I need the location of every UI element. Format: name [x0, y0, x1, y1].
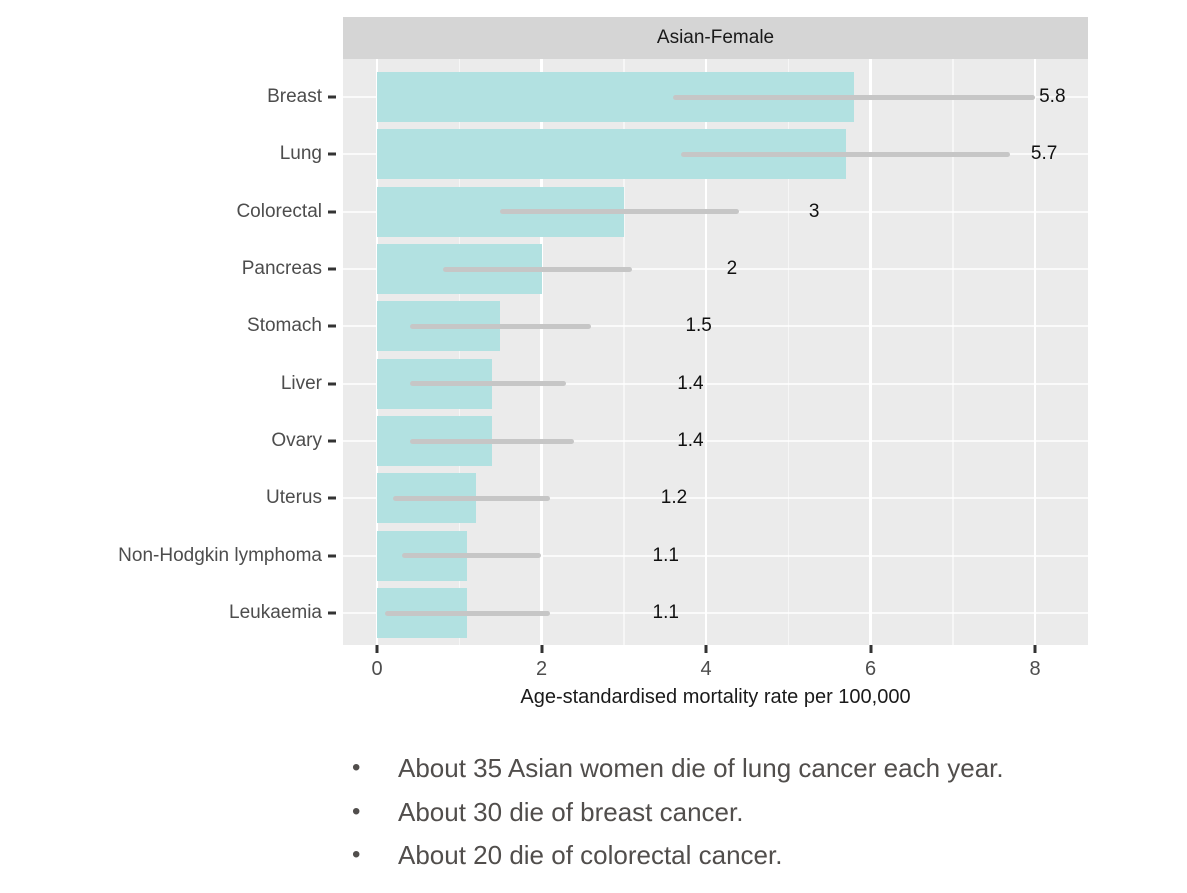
value-label: 3 [808, 200, 820, 222]
error-bar [500, 209, 739, 215]
value-label: 5.7 [1030, 143, 1058, 165]
category-label: Lung [279, 143, 322, 165]
x-axis-title: Age-standardised mortality rate per 100,… [520, 686, 911, 708]
y-tick-mark [328, 554, 336, 558]
bullet-marker-icon: • [352, 797, 361, 825]
error-bar [409, 438, 575, 444]
bullet-item: • About 35 Asian women die of lung cancer… [352, 750, 1004, 794]
bullet-item: • About 30 die of breast cancer. [352, 794, 1004, 838]
minor-gridline [952, 59, 954, 645]
x-tick-mark [1033, 645, 1037, 653]
y-tick-mark [328, 382, 336, 386]
value-label: 1.4 [677, 372, 704, 394]
x-tick-label: 2 [535, 658, 548, 680]
major-gridline [540, 59, 543, 645]
error-bar [393, 495, 550, 501]
major-gridline [704, 59, 708, 645]
y-tick-mark [328, 152, 336, 156]
category-label: Ovary [271, 430, 322, 452]
value-label: 2 [726, 258, 738, 280]
value-label: 1.2 [660, 487, 688, 509]
category-label: Pancreas [241, 258, 322, 280]
value-label: 1.5 [685, 315, 712, 337]
error-bar [681, 151, 1011, 157]
value-label: 1.1 [652, 602, 679, 624]
bullet-list: • About 35 Asian women die of lung cancer… [352, 750, 1004, 881]
y-tick-mark [328, 267, 336, 271]
category-label: Uterus [266, 487, 322, 509]
row-gridline [343, 268, 1088, 271]
row-gridline [343, 325, 1088, 328]
bullet-text: About 20 die of colorectal cancer. [398, 840, 783, 870]
y-tick-mark [328, 95, 336, 99]
category-label: Leukaemia [229, 602, 322, 624]
value-label: 1.1 [652, 544, 679, 566]
x-tick-label: 6 [864, 658, 877, 680]
x-tick-mark [704, 645, 708, 653]
y-tick-mark [328, 210, 336, 214]
row-gridline [343, 554, 1088, 557]
error-bar [673, 94, 1035, 100]
bullet-text: About 30 die of breast cancer. [398, 796, 744, 827]
value-label: 1.4 [677, 430, 704, 452]
minor-gridline [458, 59, 460, 645]
error-bar [385, 610, 550, 616]
category-label: Stomach [247, 315, 322, 337]
bullet-marker-icon: • [352, 841, 361, 868]
major-gridline [375, 59, 379, 645]
error-bar [401, 553, 542, 559]
category-label: Colorectal [236, 200, 322, 222]
row-gridline [343, 612, 1088, 615]
row-gridline [343, 382, 1088, 385]
facet-strip: Asian-Female [343, 17, 1088, 59]
x-tick-mark [540, 645, 543, 653]
x-tick-mark [869, 645, 872, 653]
x-tick-label: 8 [1029, 658, 1041, 680]
x-tick-mark [375, 645, 379, 653]
major-gridline [869, 59, 872, 645]
y-tick-mark [328, 439, 336, 443]
x-tick-label: 4 [700, 658, 712, 680]
x-tick-label: 0 [371, 658, 383, 680]
plot-panel: 5.8 5.7 3 2 1.5 1.4 1.4 1.2 1.1 1.1 [343, 59, 1088, 645]
major-gridline [1033, 59, 1037, 645]
y-tick-mark [328, 611, 336, 615]
value-label: 5.8 [1039, 86, 1066, 107]
y-tick-mark [328, 324, 336, 328]
row-gridline [343, 497, 1088, 500]
error-bar [442, 266, 632, 272]
category-label: Non-Hodgkin lymphoma [118, 544, 322, 566]
minor-gridline [787, 59, 789, 645]
bullet-text: About 35 Asian women die of lung cancer … [398, 753, 1004, 783]
bullet-item: • About 20 die of colorectal cancer. [352, 837, 1004, 881]
facet-strip-label: Asian-Female [656, 27, 775, 48]
bullet-marker-icon: • [352, 754, 361, 781]
minor-gridline [623, 59, 625, 645]
category-label: Breast [267, 86, 322, 107]
category-label: Liver [280, 372, 322, 394]
y-tick-mark [328, 496, 336, 500]
error-bar [409, 381, 567, 387]
error-bar [409, 323, 591, 329]
row-gridline [343, 440, 1088, 443]
